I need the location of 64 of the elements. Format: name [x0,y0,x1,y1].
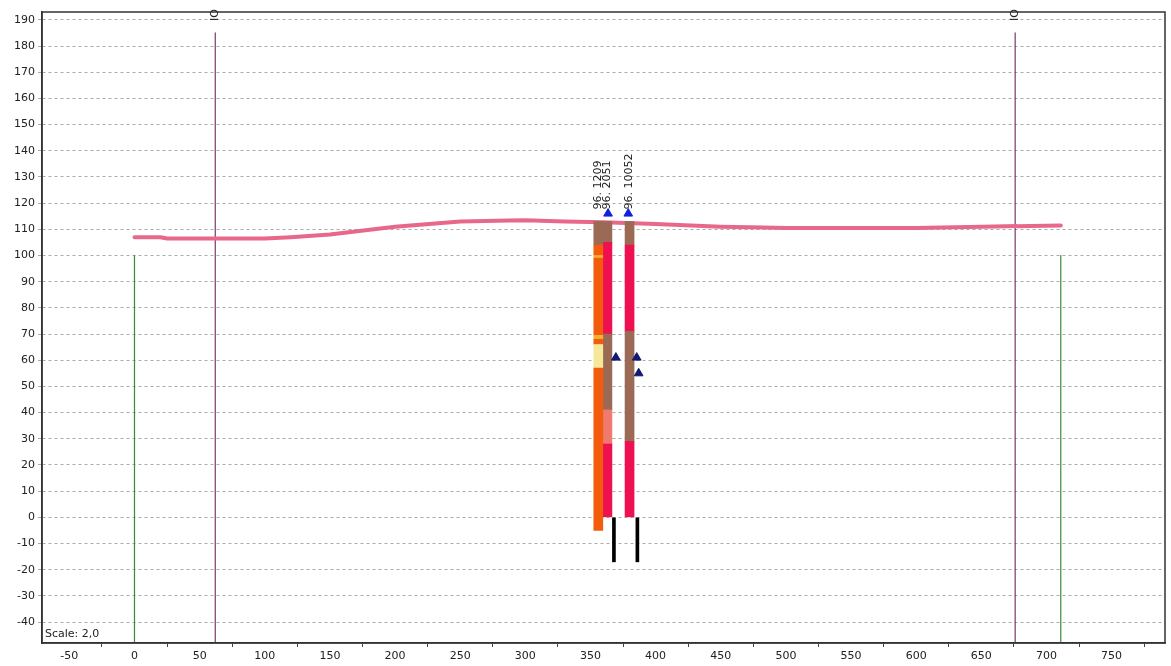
x-tick-label: 550 [840,649,862,663]
y-tick-label: 100 [14,248,35,262]
y-tick-label: -10 [17,536,35,550]
x-tick-label: 500 [775,649,797,663]
bar [602,242,613,335]
bar [602,409,613,445]
bar [593,335,604,340]
x-tick-label: 350 [579,649,601,663]
bar [593,244,604,256]
x-tick-label: 750 [1101,649,1123,663]
y-tick-label: 90 [21,274,35,288]
y-tick-label: 30 [21,431,35,445]
annotation: Scale: 2,0 [45,627,100,641]
x-tick-label: 450 [710,649,732,663]
y-tick-label: 160 [14,91,35,105]
y-tick-label: 0 [28,510,35,524]
x-tick-label: 50 [192,649,207,663]
y-tick-label: 20 [21,457,35,471]
x-tick-label: 0 [131,649,138,663]
y-tick-label: 190 [14,12,35,26]
bar [624,244,635,332]
bar [624,221,635,246]
x-tick-label: 300 [514,649,536,663]
bar [593,255,604,259]
x-tick-label: 650 [970,649,992,663]
y-tick-label: 70 [21,326,35,340]
y-tick-label: 10 [21,484,35,497]
y-tick-label: 150 [14,117,35,131]
x-tick-label: 200 [384,649,406,663]
bar [593,367,604,531]
point [623,208,634,217]
point [611,352,621,361]
x-tick-label: 400 [645,649,667,663]
y-tick-label: 50 [21,379,35,393]
bar [612,517,616,563]
y-tick-label: 40 [21,405,35,419]
x-tick-label: 700 [1035,649,1057,663]
x-tick-label: 150 [319,649,341,663]
y-tick-label: 80 [21,300,35,314]
bar [602,333,613,411]
annotation: 96. 10052 [622,153,636,210]
y-tick-label: 110 [14,222,35,236]
y-tick-label: -30 [17,588,35,602]
y-tick-label: 60 [21,353,35,367]
point [631,352,642,361]
x-tick-label: 600 [905,649,927,663]
y-tick-label: 120 [14,195,35,209]
y-tick-label: -20 [17,562,35,576]
y-tick-label: -40 [17,614,35,628]
x-tick-label: 100 [254,649,276,663]
x-tick-label: 250 [449,649,471,663]
bar [602,443,613,518]
y-tick-label: 170 [14,65,35,79]
y-tick-label: 140 [14,143,35,157]
annotation: 96. 2051 [600,160,614,210]
bar [593,344,604,369]
y-tick-label: 130 [14,169,35,183]
bar [624,441,635,518]
y-tick-label: 180 [14,38,35,52]
bar [624,331,635,442]
point [633,367,644,377]
point [603,208,613,217]
x-tick-label: -50 [60,649,79,663]
bar [593,257,604,336]
